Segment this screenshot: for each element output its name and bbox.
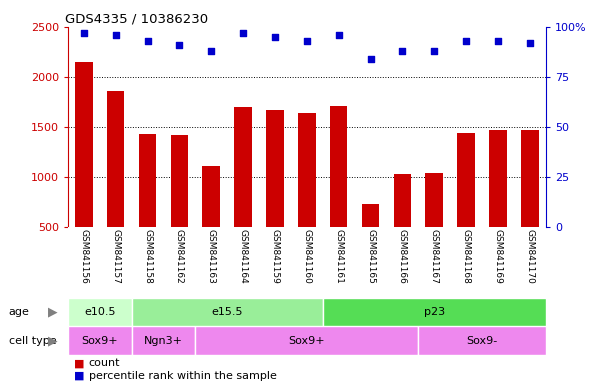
Bar	[139, 134, 156, 276]
Text: ▶: ▶	[48, 334, 58, 347]
Text: Sox9-: Sox9-	[467, 336, 497, 346]
Bar	[394, 174, 411, 276]
Bar	[266, 110, 284, 276]
Point	[302, 38, 312, 44]
Bar	[362, 204, 379, 276]
Text: ▶: ▶	[48, 306, 58, 318]
Bar	[298, 113, 316, 276]
Text: GSM841165: GSM841165	[366, 229, 375, 283]
Bar	[521, 130, 539, 276]
Bar	[234, 107, 252, 276]
Text: GSM841164: GSM841164	[238, 229, 248, 283]
Text: count: count	[88, 358, 120, 368]
Point	[525, 40, 535, 46]
Text: GSM841160: GSM841160	[302, 229, 312, 283]
Text: Ngn3+: Ngn3+	[144, 336, 183, 346]
Text: Sox9+: Sox9+	[81, 336, 118, 346]
Point	[430, 48, 439, 54]
Point	[111, 32, 120, 38]
Bar	[132, 326, 195, 355]
Text: Sox9+: Sox9+	[289, 336, 325, 346]
Point	[270, 34, 280, 40]
Point	[493, 38, 503, 44]
Point	[334, 32, 343, 38]
Text: e10.5: e10.5	[84, 307, 116, 317]
Point	[366, 56, 375, 62]
Text: age: age	[9, 307, 30, 317]
Bar	[75, 62, 93, 276]
Point	[143, 38, 152, 44]
Point	[238, 30, 248, 36]
Point	[461, 38, 471, 44]
Text: percentile rank within the sample: percentile rank within the sample	[88, 371, 276, 381]
Text: p23: p23	[424, 307, 445, 317]
Text: cell type: cell type	[9, 336, 57, 346]
Bar	[425, 173, 443, 276]
Text: GSM841166: GSM841166	[398, 229, 407, 283]
Bar	[457, 133, 475, 276]
Text: GSM841163: GSM841163	[206, 229, 216, 283]
Text: GSM841156: GSM841156	[79, 229, 88, 283]
Text: GDS4335 / 10386230: GDS4335 / 10386230	[65, 13, 209, 26]
Bar	[107, 91, 124, 276]
Bar	[202, 166, 220, 276]
Bar	[323, 298, 546, 326]
Bar	[68, 326, 132, 355]
Point	[175, 42, 184, 48]
Text: GSM841161: GSM841161	[334, 229, 343, 283]
Text: ■: ■	[74, 358, 84, 368]
Bar	[489, 130, 507, 276]
Text: GSM841157: GSM841157	[111, 229, 120, 283]
Text: GSM841169: GSM841169	[493, 229, 503, 283]
Text: GSM841170: GSM841170	[525, 229, 535, 283]
Text: GSM841158: GSM841158	[143, 229, 152, 283]
Bar	[195, 326, 418, 355]
Text: GSM841159: GSM841159	[270, 229, 280, 283]
Text: GSM841168: GSM841168	[461, 229, 471, 283]
Text: GSM841167: GSM841167	[430, 229, 439, 283]
Bar	[132, 298, 323, 326]
Point	[79, 30, 88, 36]
Point	[206, 48, 216, 54]
Bar	[330, 106, 348, 276]
Bar	[418, 326, 546, 355]
Text: ■: ■	[74, 371, 84, 381]
Text: e15.5: e15.5	[211, 307, 243, 317]
Text: GSM841162: GSM841162	[175, 229, 184, 283]
Point	[398, 48, 407, 54]
Bar	[68, 298, 132, 326]
Bar	[171, 135, 188, 276]
